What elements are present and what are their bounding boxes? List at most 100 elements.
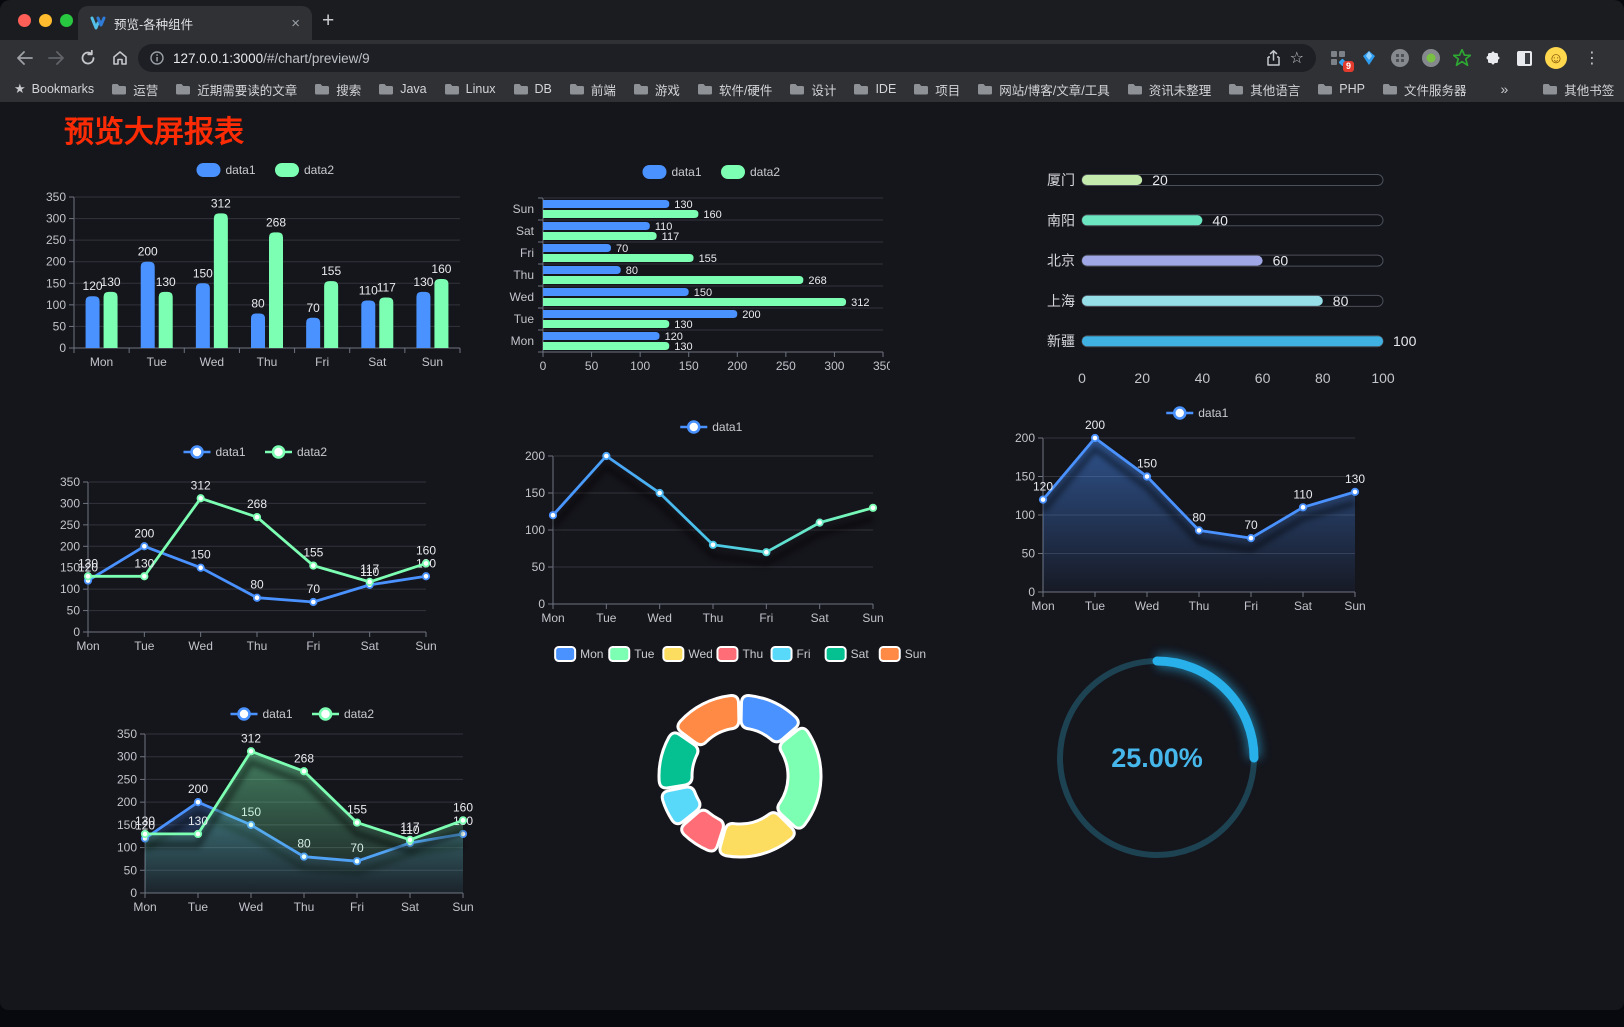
svg-text:Tue: Tue xyxy=(134,639,155,653)
folder-icon xyxy=(379,84,394,95)
bookmarks-manager[interactable]: ★ Bookmarks xyxy=(14,81,94,97)
svg-text:Sun: Sun xyxy=(905,647,926,661)
bookmark-item[interactable]: 搜索 xyxy=(314,80,361,99)
new-tab-button[interactable]: + xyxy=(322,9,335,32)
svg-text:Tue: Tue xyxy=(1085,599,1106,613)
svg-text:data2: data2 xyxy=(297,445,327,459)
svg-text:312: 312 xyxy=(191,478,211,492)
bookmark-item[interactable]: 项目 xyxy=(913,80,960,99)
svg-text:0: 0 xyxy=(59,341,66,355)
svg-text:200: 200 xyxy=(742,309,760,321)
bookmark-item[interactable]: 近期需要读的文章 xyxy=(175,80,297,99)
home-button[interactable] xyxy=(106,44,134,72)
share-icon[interactable] xyxy=(1266,49,1281,67)
svg-text:Wed: Wed xyxy=(510,290,534,304)
bookmark-item[interactable]: 其他语言 xyxy=(1228,80,1300,99)
bookmark-item[interactable]: 软件/硬件 xyxy=(697,80,772,99)
minimize-window-button[interactable] xyxy=(39,14,52,27)
other-bookmarks-folder[interactable]: 其他书签 xyxy=(1542,80,1614,99)
grouped-bar-chart[interactable]: 0 50 100 150 200 250 300 350 Mon Tue Wed Thu Fri Sat S… xyxy=(40,146,470,381)
svg-text:312: 312 xyxy=(211,196,231,210)
browser-tab[interactable]: 预览-各种组件 × xyxy=(78,6,312,40)
address-bar[interactable]: 127.0.0.1:3000/#/chart/preview/9 ☆ xyxy=(138,44,1316,72)
browser-menu-icon[interactable]: ⋮ xyxy=(1584,50,1600,67)
svg-text:0: 0 xyxy=(1028,585,1035,599)
gem-extension-icon[interactable] xyxy=(1359,48,1379,68)
back-button[interactable] xyxy=(10,44,38,72)
bookmarks-overflow-chevron[interactable]: » xyxy=(1500,81,1509,97)
bookmark-item[interactable]: IDE xyxy=(853,82,896,96)
extensions-puzzle-icon[interactable] xyxy=(1483,48,1503,68)
svg-text:155: 155 xyxy=(303,546,323,560)
horizontal-bar-chart[interactable]: 0 50 100 150 200 250 300 350 Mon 120 130 Tue 200 130 W… xyxy=(505,150,893,380)
area-line-chart[interactable]: 0 50 100 150 200 Mon Tue Wed Thu Fri Sat Sun 120 200 1… xyxy=(985,388,1370,633)
reload-button[interactable] xyxy=(74,44,102,72)
forward-button[interactable] xyxy=(42,44,70,72)
svg-text:Sat: Sat xyxy=(368,355,387,369)
svg-text:110: 110 xyxy=(655,221,673,233)
svg-text:160: 160 xyxy=(453,800,473,814)
svg-text:200: 200 xyxy=(134,526,154,540)
svg-text:Sun: Sun xyxy=(513,202,534,216)
bookmark-item[interactable]: 运营 xyxy=(111,80,158,99)
folder-icon xyxy=(1543,84,1558,95)
two-series-area-chart[interactable]: 0 50 100 150 200 250 300 350 Mon Tue Wed Thu Fri Sat S… xyxy=(105,672,485,917)
bookmark-item[interactable]: 设计 xyxy=(789,80,836,99)
folder-icon xyxy=(1318,84,1333,95)
svg-text:Wed: Wed xyxy=(647,611,671,625)
bookmark-item[interactable]: DB xyxy=(513,82,552,96)
svg-text:200: 200 xyxy=(117,795,137,809)
svg-text:Mon: Mon xyxy=(90,355,113,369)
bookmarks-star-icon: ★ xyxy=(14,81,26,96)
extension-grid-icon[interactable]: 9 xyxy=(1328,48,1354,72)
svg-text:厦门: 厦门 xyxy=(1047,172,1075,188)
svg-text:100: 100 xyxy=(1393,333,1417,349)
svg-text:Wed: Wed xyxy=(1135,599,1159,613)
extension-badge: 9 xyxy=(1342,61,1354,72)
svg-text:312: 312 xyxy=(241,731,261,745)
bookmark-star-icon[interactable]: ☆ xyxy=(1289,50,1304,67)
donut-chart[interactable]: Mon Tue Wed Thu Fri Sat Sun xyxy=(545,636,935,881)
bookmark-item[interactable]: Linux xyxy=(444,82,496,96)
bookmark-item[interactable]: PHP xyxy=(1317,82,1365,96)
profile-avatar[interactable]: ☺ xyxy=(1545,47,1567,69)
gray-circle-extension-icon[interactable] xyxy=(1390,48,1410,68)
svg-text:data2: data2 xyxy=(750,165,780,179)
svg-text:268: 268 xyxy=(247,497,267,511)
bookmark-item[interactable]: 游戏 xyxy=(633,80,680,99)
svg-text:0: 0 xyxy=(538,597,545,611)
tab-close-icon[interactable]: × xyxy=(291,14,300,32)
svg-text:Sat: Sat xyxy=(516,224,535,238)
green-star-extension-icon[interactable] xyxy=(1452,48,1472,68)
bookmark-item[interactable]: 资讯未整理 xyxy=(1127,80,1211,99)
bookmark-item[interactable]: 文件服务器 xyxy=(1382,80,1466,99)
folder-icon xyxy=(697,84,712,95)
maximize-window-button[interactable] xyxy=(60,14,73,27)
svg-text:80: 80 xyxy=(626,265,638,277)
close-window-button[interactable] xyxy=(18,14,31,27)
svg-text:南阳: 南阳 xyxy=(1047,212,1075,228)
svg-text:Wed: Wed xyxy=(688,647,712,661)
folder-icon xyxy=(112,84,127,95)
folder-icon xyxy=(1127,84,1142,95)
svg-text:150: 150 xyxy=(60,561,80,575)
site-info-icon[interactable] xyxy=(150,51,164,65)
bookmark-item[interactable]: Java xyxy=(378,82,427,96)
svg-text:data1: data1 xyxy=(226,163,256,177)
city-progress-chart[interactable]: 厦门 20 南阳 40 北京 60 上海 80 新疆 100 0 20 40 60 80 100 xyxy=(995,150,1430,402)
sidepanel-extension-icon[interactable] xyxy=(1514,48,1534,68)
gauge-chart[interactable]: 25.00% xyxy=(1040,636,1275,881)
svg-text:100: 100 xyxy=(1015,508,1035,522)
record-extension-icon[interactable] xyxy=(1421,48,1441,68)
svg-text:50: 50 xyxy=(124,863,138,877)
gradient-line-chart[interactable]: 0 50 100 150 200 Mon Tue Wed Thu Fri Sat Sun data1 xyxy=(505,398,890,638)
two-series-line-chart[interactable]: 0 50 100 150 200 250 300 350 Mon Tue Wed Thu Fri Sat S… xyxy=(42,424,472,659)
svg-text:Tue: Tue xyxy=(188,900,209,914)
folder-icon xyxy=(1229,84,1244,95)
url-text: 127.0.0.1:3000/#/chart/preview/9 xyxy=(173,51,370,66)
bookmark-item[interactable]: 前端 xyxy=(569,80,616,99)
bookmark-item[interactable]: 网站/博客/文章/工具 xyxy=(977,80,1110,99)
svg-text:20: 20 xyxy=(1134,370,1150,386)
svg-text:Mon: Mon xyxy=(580,647,603,661)
